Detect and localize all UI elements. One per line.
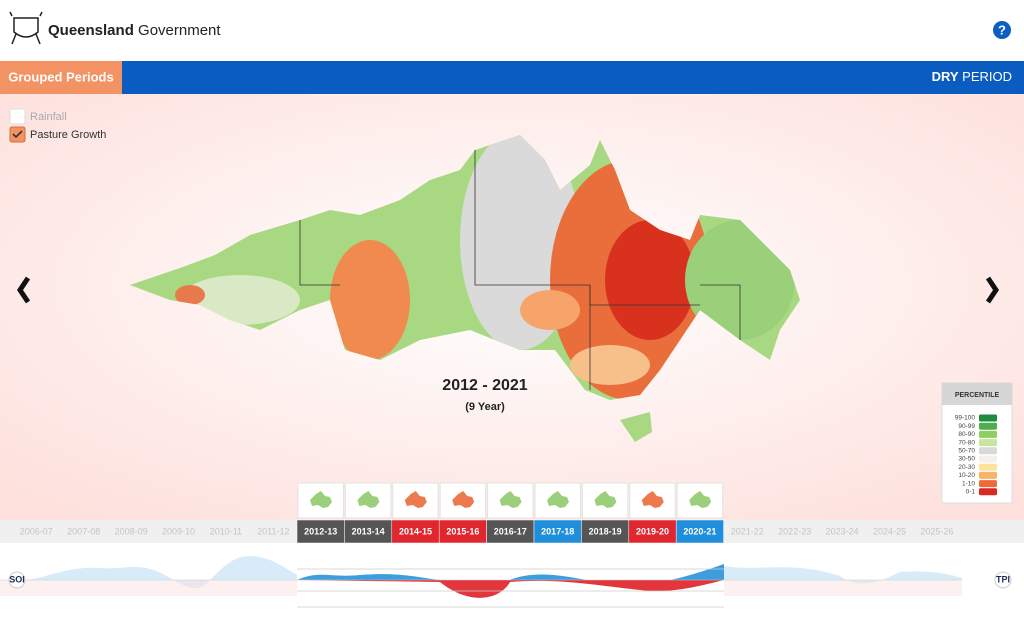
tab-label: Grouped Periods [8,69,113,84]
legend-swatch [979,422,997,430]
year-label[interactable]: 2008-09 [115,526,148,536]
legend-label: 20-30 [958,464,975,471]
year-label[interactable]: 2015-16 [446,526,479,536]
thumbnail-map [499,491,522,508]
next-arrow[interactable] [985,276,1000,304]
year-label[interactable]: 2013-14 [352,526,385,536]
year-label[interactable]: 2024-25 [873,526,906,536]
year-label[interactable]: 2011-12 [257,526,289,536]
legend-swatch [979,447,997,455]
year-label[interactable]: 2016-17 [494,526,527,536]
thumbnail-map [547,491,569,508]
year-label[interactable]: 2025-26 [920,526,953,536]
prev-arrow[interactable] [16,276,31,304]
crest [9,11,43,45]
year-label[interactable]: 2017-18 [541,526,574,536]
legend-label: 1-10 [962,480,975,487]
thumbnail-map [641,491,664,508]
year-label[interactable]: 2006-07 [20,526,53,536]
svg-text:?: ? [998,22,1006,37]
year-label[interactable]: 2022-23 [778,526,811,536]
layer-label: Rainfall [30,111,67,123]
state-borders [299,150,741,390]
selected-wave [297,543,724,620]
grouped-periods-tab[interactable]: Grouped Periods [0,61,122,94]
layer-option[interactable]: Rainfall [9,108,67,125]
checkbox[interactable] [9,108,26,125]
year-label[interactable]: 2010-11 [210,526,242,536]
legend-label: 30-50 [958,456,975,463]
legend-swatch [979,439,997,447]
thumbnail-map [452,491,475,508]
thumbnail-map [594,491,617,508]
legend-swatch [979,463,997,471]
year-label[interactable]: 2019-20 [636,526,669,536]
thumbnail-map [310,491,332,508]
period-type: DRY PERIOD [932,69,1012,84]
legend-label: 50-70 [958,448,975,455]
legend-swatch [979,414,997,422]
soi-negative-strong [297,580,724,598]
year-label[interactable]: 2018-19 [589,526,622,536]
legend-label: 10-20 [958,472,975,479]
thumbnail[interactable] [676,482,724,519]
thumbnail-map [357,491,380,508]
checkmark [12,130,23,139]
layer-label: Pasture Growth [30,129,106,141]
thumbnail-map [689,491,712,508]
thumbnail-map [404,491,427,508]
year-label[interactable]: 2014-15 [399,526,432,536]
tpi-icon [994,571,1012,589]
legend-swatch [979,455,997,463]
year-label[interactable]: 2020-21 [683,526,716,536]
index-label: SOI [9,574,25,584]
legend-label: 70-80 [958,439,975,446]
legend-swatch [979,480,997,488]
layer-option[interactable]: Pasture Growth [9,126,106,143]
brand: Queensland Government [48,22,221,39]
nav-bar [0,61,1024,94]
year-label[interactable]: 2007-08 [67,526,100,536]
soi-icon [8,571,26,589]
index-label: TPI [996,574,1010,584]
legend-title: PERCENTILE [955,392,1000,399]
legend-swatch [979,471,997,479]
help-button[interactable]: ? [993,21,1011,39]
year-label[interactable]: 2009-10 [162,526,195,536]
header [0,0,1024,60]
legend-label: 99-100 [955,415,976,422]
legend-label: 90-99 [958,423,975,430]
legend-swatch [979,488,997,496]
year-label[interactable]: 2021-22 [731,526,764,536]
legend-label: 80-90 [958,431,975,438]
period-subtitle: (9 Year) [465,401,505,413]
legend-label: 0-1 [966,489,976,496]
period-title: 2012 - 2021 [442,377,528,394]
year-label[interactable]: 2012-13 [304,526,337,536]
legend-swatch [979,430,997,438]
year-label[interactable]: 2023-24 [826,526,859,536]
